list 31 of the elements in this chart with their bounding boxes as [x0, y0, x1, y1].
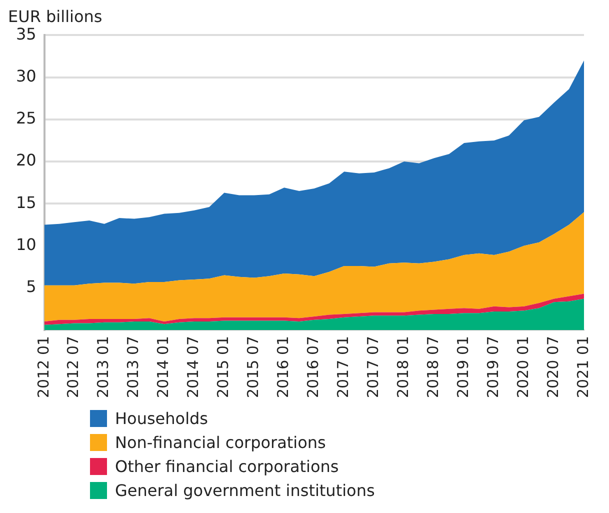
- x-tick-label: 2014 01: [154, 336, 172, 398]
- x-tick-label: 2018 01: [394, 336, 412, 398]
- x-tick-label: 2015 07: [244, 336, 262, 398]
- x-tick-label: 2019 07: [484, 336, 502, 398]
- y-tick-label: 15: [16, 192, 36, 212]
- x-tick-label: 2017 07: [364, 336, 382, 398]
- legend-label: Other financial corporations: [115, 456, 339, 476]
- x-tick-label: 2020 01: [514, 336, 532, 398]
- x-tick-label: 2019 01: [454, 336, 472, 398]
- x-tick-label: 2021 01: [574, 336, 592, 398]
- y-tick-label: 30: [16, 66, 36, 86]
- legend-label: Households: [115, 408, 208, 428]
- y-tick-label: 5: [26, 277, 36, 296]
- x-tick-label: 2014 07: [184, 336, 202, 398]
- x-tick-label: 2016 01: [274, 336, 292, 398]
- legend-label: Non-financial corporations: [115, 432, 326, 452]
- y-tick-label: 25: [16, 108, 36, 128]
- legend-label: General government institutions: [115, 480, 375, 500]
- x-tick-label: 2016 07: [304, 336, 322, 398]
- x-tick-label: 2013 01: [94, 336, 112, 398]
- x-tick-label: 2018 07: [424, 336, 442, 398]
- x-tick-label: 2012 07: [64, 336, 82, 398]
- y-tick-label: 10: [16, 234, 36, 254]
- x-tick-label: 2020 07: [544, 336, 562, 398]
- x-tick-label: 2012 01: [34, 336, 52, 398]
- x-tick-label: 2013 07: [124, 336, 142, 398]
- x-tick-label: 2015 01: [214, 336, 232, 398]
- y-tick-label: 35: [16, 24, 36, 44]
- y-tick-label: 20: [16, 150, 36, 170]
- x-tick-label: 2017 01: [334, 336, 352, 398]
- y-axis-title: EUR billions: [8, 6, 102, 26]
